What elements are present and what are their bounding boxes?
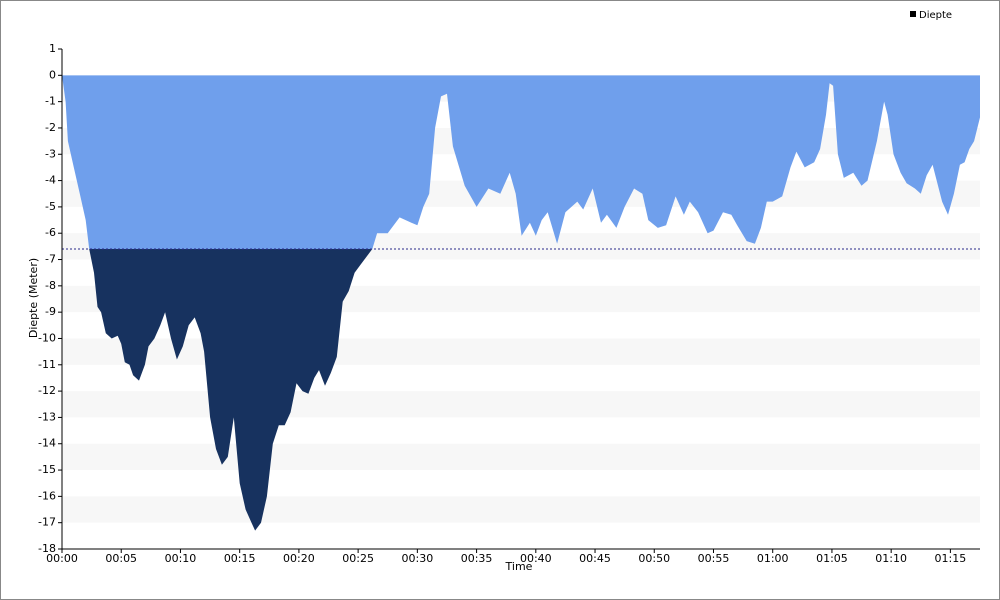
y-tick-label: -18 [38,542,56,555]
x-tick-label: 00:05 [105,552,137,565]
area [62,75,980,249]
legend-label: Diepte [919,10,952,21]
x-tick-label: 00:35 [461,552,493,565]
y-tick-label: -4 [45,174,56,187]
y-tick-label: -7 [45,253,56,266]
y-tick-label: -12 [38,384,56,397]
x-tick-label: 01:15 [935,552,967,565]
x-tick-label: 00:30 [402,552,434,565]
y-tick-label: -1 [45,95,56,108]
x-tick-label: 01:00 [757,552,789,565]
legend-swatch [910,11,916,17]
x-tick-label: 01:10 [875,552,907,565]
y-tick-label: -5 [45,200,56,213]
y-axis-label: Diepte (Meter) [27,258,40,338]
grid-band [62,443,980,471]
y-tick-label: -17 [38,516,56,529]
y-tick-label: -14 [38,437,56,450]
x-tick-label: 00:25 [342,552,374,565]
grid-band [62,338,980,365]
x-tick-label: 00:00 [46,552,78,565]
y-tick-label: -9 [45,305,56,318]
y-tick-label: -3 [45,147,56,160]
y-tick-label: -6 [45,226,56,239]
y-tick-label: -2 [45,121,56,134]
y-tick-label: -8 [45,279,56,292]
y-tick-label: -13 [38,410,56,423]
x-tick-label: 00:15 [224,552,256,565]
grid-band [62,496,980,523]
area-deep [89,249,373,531]
x-tick-label: 00:40 [520,552,552,565]
y-tick-label: -11 [38,358,56,371]
x-tick-label: 00:20 [283,552,315,565]
x-tick-label: 00:10 [165,552,197,565]
y-tick-label: -10 [38,331,56,344]
y-tick-label: -15 [38,463,56,476]
y-tick-label: -16 [38,489,56,502]
x-tick-label: 00:55 [698,552,730,565]
x-axis-label: Time [505,560,533,573]
x-tick-label: 01:05 [816,552,848,565]
x-tick-label: 00:45 [579,552,611,565]
y-tick-label: 1 [49,42,56,55]
y-tick-label: 0 [49,68,56,81]
x-tick-label: 00:50 [638,552,670,565]
grid-band [62,391,980,418]
